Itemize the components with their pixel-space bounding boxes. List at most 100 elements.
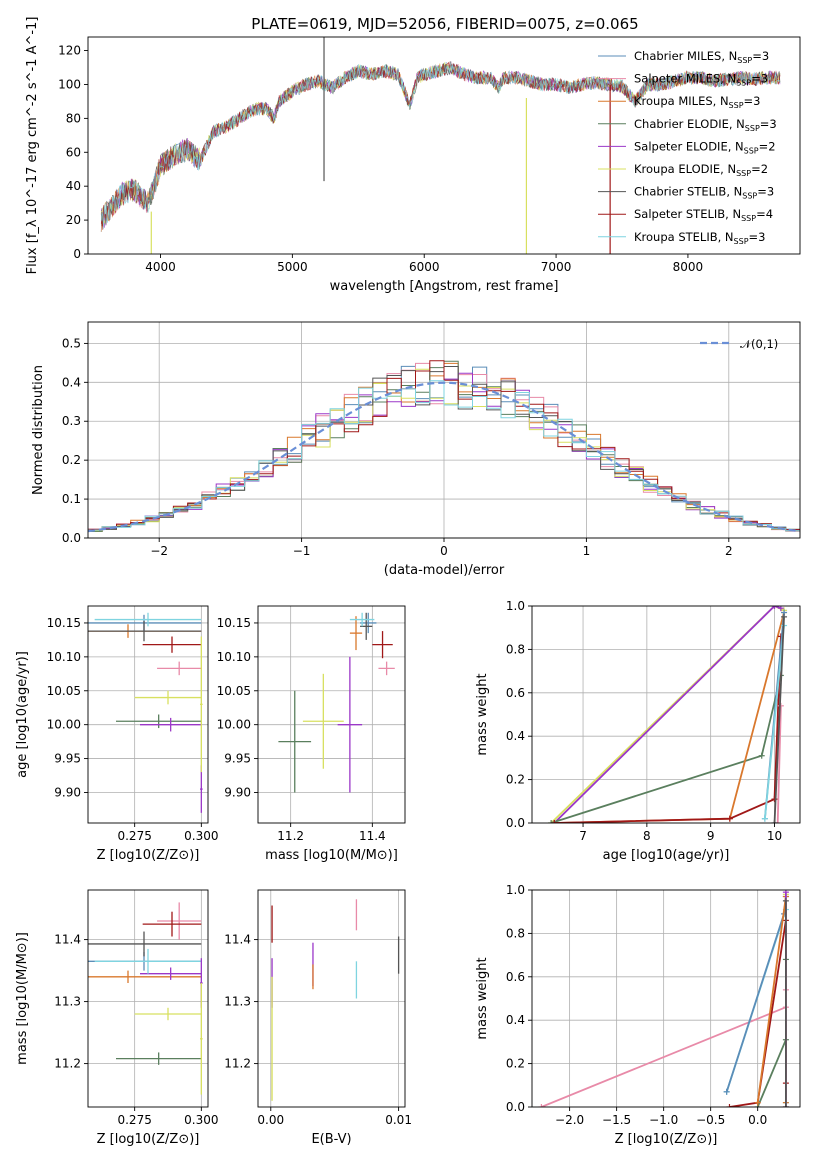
data-point	[142, 911, 202, 937]
data-point	[349, 616, 363, 651]
data-point	[88, 931, 202, 957]
plot-area	[88, 360, 800, 533]
plot-area	[278, 612, 395, 793]
x-tick-label: 0	[440, 544, 448, 558]
y-tick-label: 0.6	[506, 686, 525, 700]
y-tick-label: 0.6	[506, 970, 525, 984]
y-tick-label: 11.2	[54, 1057, 81, 1071]
y-tick-label: 0.4	[506, 1013, 525, 1027]
y-tick-label: 0.8	[506, 926, 525, 940]
x-tick-label: 0.300	[184, 829, 218, 843]
x-tick-label: 11.2	[277, 829, 304, 843]
plot-area	[548, 606, 788, 823]
y-tick-label: 11.2	[224, 1057, 251, 1071]
data-point	[337, 656, 363, 793]
y-tick-label: 120	[58, 44, 81, 58]
axes-frame	[257, 605, 406, 824]
data-point	[157, 661, 202, 676]
age-vs-metallicity-panel: 0.275 0.300 9.90 9.95 10.00 10.05 10.10 10.15 Z …	[15, 605, 219, 863]
x-tick-label: −1.0	[649, 1113, 678, 1127]
x-tick-label: 0.0	[748, 1113, 767, 1127]
y-axis-label: mass weight	[475, 957, 490, 1039]
y-tick-label: 0.8	[506, 642, 525, 656]
x-axis-label: Z [log10(Z/Z⊙)]	[615, 1132, 718, 1147]
y-tick-label: 60	[66, 145, 81, 159]
legend-label: Chabrier ELODIE, NSSP=3	[634, 117, 777, 133]
axes-group: 4000 5000 6000 7000 8000 0 20 40 60 80 100 120 wavel…	[25, 17, 703, 294]
plot-area	[271, 899, 400, 1101]
weight-series-line	[554, 636, 782, 823]
x-tick-label: 9	[707, 829, 715, 843]
data-point	[142, 636, 202, 653]
y-tick-label: 9.95	[54, 752, 81, 766]
data-point	[116, 714, 202, 729]
x-tick-label: 10	[767, 829, 782, 843]
y-tick-label: 9.95	[224, 752, 251, 766]
x-axis-label: age [log10(age/yr)]	[603, 848, 730, 863]
data-point	[88, 970, 202, 983]
axes-frame	[87, 889, 209, 1108]
x-tick-label: −0.5	[696, 1113, 725, 1127]
data-point	[200, 765, 203, 813]
data-point	[378, 661, 395, 676]
legend-label: Kroupa STELIB, NSSP=3	[634, 230, 765, 246]
weight-series-line	[553, 606, 782, 823]
data-point	[94, 612, 202, 627]
axes-frame	[531, 889, 801, 1108]
y-tick-label: 10.05	[217, 684, 251, 698]
legend-label: Chabrier STELIB, NSSP=3	[634, 185, 774, 201]
x-tick-label: −1.5	[602, 1113, 631, 1127]
data-point	[134, 690, 202, 705]
data-point	[94, 948, 202, 974]
y-tick-label: 10.10	[217, 650, 251, 664]
y-tick-label: 80	[66, 111, 81, 125]
axes-frame	[87, 605, 209, 824]
y-tick-label: 10.10	[47, 650, 81, 664]
x-axis-label: Z [log10(Z/Z⊙)]	[97, 848, 200, 863]
data-point	[140, 967, 202, 980]
data-point	[140, 717, 202, 732]
data-point	[360, 612, 377, 634]
plot-area	[88, 612, 203, 813]
y-tick-label: 11.4	[224, 933, 251, 947]
legend-label: Salpeter STELIB, NSSP=4	[634, 207, 773, 223]
y-tick-label: 11.4	[54, 933, 81, 947]
axes-group: 11.2 11.4 9.90 9.95 10.00 10.05 10.10 10.15 mass…	[217, 606, 405, 863]
y-axis-label: mass [log10(M/M⊙)]	[15, 932, 30, 1065]
x-tick-label: 0.00	[257, 1113, 284, 1127]
y-tick-label: 0.4	[62, 375, 81, 389]
y-tick-label: 0.3	[62, 414, 81, 428]
x-tick-label: 6000	[409, 260, 440, 274]
axes-group: −2 −1 0 1 2 0.0 0.1 0.2 0.3 0.4 0.5 (data-model)/er…	[31, 322, 800, 578]
axes-frame	[87, 321, 801, 539]
y-tick-label: 0.0	[62, 531, 81, 545]
y-tick-label: 20	[66, 213, 81, 227]
y-tick-label: 1.0	[506, 599, 525, 613]
y-axis-label: Normed distribution	[31, 365, 46, 495]
x-tick-label: 11.4	[359, 829, 386, 843]
spectrum-model-line	[100, 61, 781, 229]
plot-area	[88, 902, 203, 1095]
mass-weight-vs-age-panel: 7 8 9 10 0.0 0.2 0.4 0.6 0.8 1.0 age [log10(age/yr…	[475, 599, 801, 863]
axes-group: 0.275 0.300 11.2 11.3 11.4 Z [log10(Z/Z⊙)] mas…	[15, 890, 219, 1147]
y-tick-label: 10.05	[47, 684, 81, 698]
legend-label: Kroupa ELODIE, NSSP=2	[634, 162, 768, 178]
y-axis-label: Flux [f_λ 10^-17 erg cm^-2 s^-1 A^-1]	[25, 17, 40, 275]
legend-label: Chabrier MILES, NSSP=3	[634, 49, 769, 65]
x-tick-label: 0.275	[117, 829, 151, 843]
x-tick-label: 4000	[145, 260, 176, 274]
x-axis-label: mass [log10(M/M⊙)]	[265, 848, 398, 863]
weight-series-line	[550, 675, 782, 823]
y-tick-label: 10.00	[47, 718, 81, 732]
y-tick-label: 11.3	[54, 995, 81, 1009]
age-vs-mass-panel: 11.2 11.4 9.90 9.95 10.00 10.05 10.10 10.15 mass…	[217, 605, 406, 863]
y-tick-label: 0.5	[62, 336, 81, 350]
legend: Chabrier MILES, NSSP=3 Salpeter MILES, NS…	[598, 49, 777, 246]
data-point	[88, 620, 202, 642]
y-tick-label: 0.2	[506, 1057, 525, 1071]
y-tick-label: 100	[58, 77, 81, 91]
x-axis-label: (data-model)/error	[384, 563, 505, 578]
y-tick-label: 0.2	[506, 773, 525, 787]
y-tick-label: 10.15	[217, 616, 251, 630]
